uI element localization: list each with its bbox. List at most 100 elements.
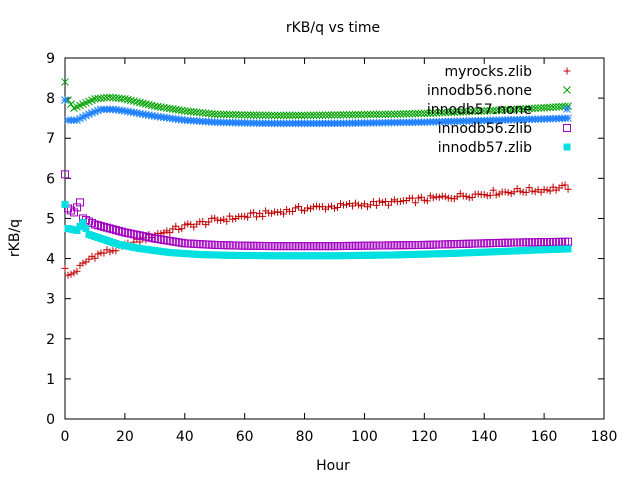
data-point <box>256 209 264 217</box>
data-point <box>450 195 458 203</box>
data-point <box>426 109 435 117</box>
data-point <box>288 111 297 120</box>
legend-marker <box>563 105 571 113</box>
data-point <box>507 190 515 198</box>
y-tick-label: 7 <box>46 131 55 147</box>
data-point <box>525 184 533 192</box>
data-point <box>417 109 426 118</box>
data-point <box>199 218 207 226</box>
data-point <box>264 111 273 120</box>
data-point <box>147 101 156 110</box>
data-point <box>112 247 120 255</box>
data-point <box>321 111 330 119</box>
data-point <box>82 224 90 232</box>
data-point <box>450 108 459 117</box>
data-point <box>468 107 477 116</box>
data-point <box>108 225 117 234</box>
data-point <box>462 192 470 200</box>
data-point <box>72 203 81 212</box>
data-point <box>546 187 554 195</box>
data-point <box>88 252 96 260</box>
x-tick-label: 180 <box>591 429 618 445</box>
data-point <box>399 110 408 118</box>
data-point <box>537 104 545 112</box>
data-point <box>480 107 489 115</box>
x-tick-label: 60 <box>236 429 254 445</box>
data-point <box>348 110 357 119</box>
data-point <box>295 203 303 211</box>
data-point <box>175 225 183 233</box>
data-point <box>118 94 126 103</box>
data-point <box>61 78 69 86</box>
data-point <box>76 222 84 230</box>
legend-label: myrocks.zlib <box>445 64 533 80</box>
data-point <box>489 106 498 115</box>
data-point <box>417 193 425 201</box>
data-point <box>501 105 510 114</box>
data-point <box>342 110 351 119</box>
data-point <box>351 110 360 119</box>
data-point <box>333 203 341 211</box>
data-point <box>144 111 153 119</box>
y-axis-ticks: 0 1 2 3 4 5 6 7 8 9 <box>46 51 604 428</box>
data-point <box>381 110 390 119</box>
data-point <box>96 222 105 231</box>
data-point <box>483 106 492 115</box>
data-point <box>102 223 111 232</box>
data-point <box>504 189 512 197</box>
plot-border <box>64 57 605 420</box>
data-point <box>241 212 249 220</box>
data-point <box>282 111 291 120</box>
data-point <box>528 104 536 113</box>
data-point <box>414 109 423 118</box>
data-point <box>477 107 486 115</box>
data-point <box>516 187 524 195</box>
data-point <box>61 170 69 179</box>
legend-marker <box>563 143 571 151</box>
data-point <box>190 223 198 231</box>
data-point <box>205 218 213 226</box>
data-point <box>315 111 324 120</box>
data-point <box>522 188 530 196</box>
data-point <box>510 105 519 114</box>
data-point <box>492 191 500 199</box>
data-point <box>94 250 102 258</box>
y-tick-label: 2 <box>46 332 55 348</box>
data-point <box>70 269 78 277</box>
data-point <box>276 111 285 120</box>
data-point <box>88 109 96 117</box>
data-point <box>325 203 333 211</box>
data-point <box>408 109 417 118</box>
data-point <box>363 110 372 119</box>
data-point <box>423 197 431 205</box>
x-tick-label: 120 <box>411 429 438 445</box>
data-point <box>313 202 321 210</box>
data-point <box>136 98 144 107</box>
x-tick-label: 160 <box>531 429 558 445</box>
data-point <box>360 110 369 119</box>
data-point <box>304 204 312 212</box>
series-innodb56-none <box>61 78 572 120</box>
data-point <box>330 111 339 119</box>
data-point <box>546 103 554 112</box>
data-point <box>336 200 344 208</box>
data-point <box>558 182 566 190</box>
data-point <box>396 198 404 206</box>
data-point <box>375 110 384 119</box>
data-point <box>420 196 428 204</box>
data-point <box>252 111 261 119</box>
data-point <box>474 107 483 116</box>
data-point <box>220 215 228 223</box>
x-tick-label: 0 <box>61 429 70 445</box>
data-point <box>237 111 246 119</box>
series-layer <box>61 78 573 279</box>
data-point <box>267 111 276 120</box>
data-point <box>378 110 387 119</box>
data-point <box>459 107 468 116</box>
data-point <box>441 193 449 201</box>
data-point <box>531 104 539 113</box>
data-point <box>303 111 312 120</box>
series-innodb57-none <box>61 96 572 128</box>
data-point <box>163 227 171 235</box>
